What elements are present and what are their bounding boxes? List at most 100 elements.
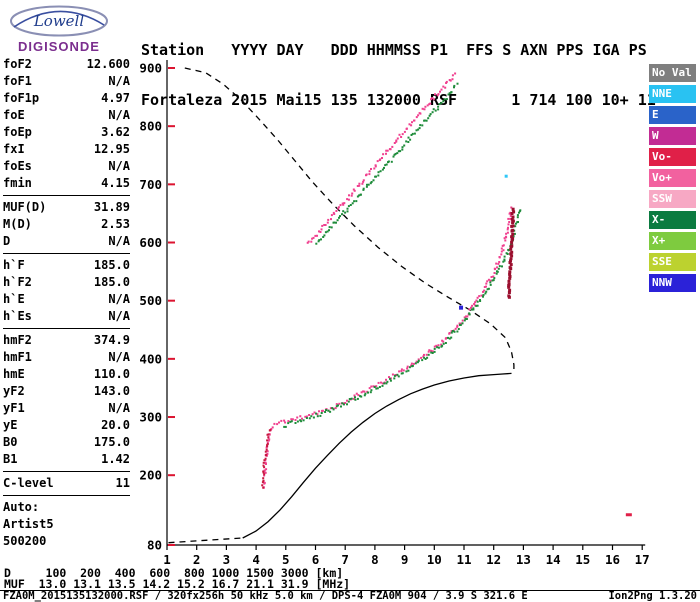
svg-text:7: 7 [341,552,349,567]
svg-text:12: 12 [486,552,501,567]
trace-second-hop-x-echo [315,82,459,245]
param-value: 3.62 [101,125,130,139]
param-label: foF1p [3,91,40,105]
param-label: foF1 [3,74,32,88]
svg-text:15: 15 [575,552,590,567]
trace-second-hop-o-echo [306,72,457,244]
svg-text:17: 17 [635,552,650,567]
legend-item-sse: SSE [649,253,696,271]
param-label: fmin [3,176,32,190]
param-row-b0: B0 175.0 [3,434,130,451]
svg-text:8: 8 [371,552,379,567]
muf-distance-table: D 100 200 400 600 800 1000 1500 3000 [km] MUF 13.0 1… [4,566,351,591]
param-label: yE [3,418,18,432]
svg-text:9: 9 [401,552,409,567]
svg-text:80: 80 [147,538,162,553]
logo-digisonde-text: DIGISONDE [18,39,100,54]
param-label: foE [3,108,25,122]
param-separator [3,495,130,496]
svg-text:10: 10 [427,552,442,567]
svg-text:800: 800 [139,119,162,134]
param-footer-500200: 500200 [3,534,47,548]
profile-true-height-profile [242,372,512,539]
logo-swoosh-icon [13,10,105,28]
param-value: 20.0 [101,418,130,432]
param-row-h-f: h`F 185.0 [3,257,130,274]
row-unit: [MHz] [315,577,351,591]
param-label: h`F [3,258,25,272]
stray-echo-points [459,174,632,517]
legend-item-nne: NNE [649,85,696,103]
row-value: 31.9 [280,577,309,591]
row-value: 3000 [280,566,309,580]
legend-item-vo: Vo- [649,148,696,166]
param-row-hmf2: hmF2 374.9 [3,332,130,349]
param-label: hmF1 [3,350,32,364]
param-value: 12.600 [86,57,130,71]
param-row-h-e: h`E N/A [3,291,130,308]
trace-leading-edge-cluster [261,429,272,489]
legend-item-ssw: SSW [649,190,696,208]
param-row-b1: B1 1.42 [3,451,130,468]
param-row-c-level: C-level 11 [3,475,130,492]
muf-row: MUF 13.0 13.1 13.5 14.2 15.2 16.7 21.1 31.9 [MHz] [4,577,351,591]
row-label: MUF [4,577,25,591]
profile-topside-extrapolation [184,67,515,374]
svg-text:5: 5 [282,552,290,567]
param-row-fmin: fmin 4.15 [3,175,130,192]
x-axis-ticks: 1 2 3 4 5 6 7 8 9 10 11 12 13 14 15 16 17 [163,545,650,567]
row-value: 100 [45,566,67,580]
row-value: 800 [183,566,205,580]
row-label: D [4,566,11,580]
legend-item-no-val: No Val [649,64,696,82]
row-unit: [km] [315,566,344,580]
param-row-fxi: fxI 12.95 [3,141,130,158]
param-value: 12.95 [93,142,130,156]
row-value: 600 [149,566,171,580]
row-value: 1000 [211,566,240,580]
param-value: 175.0 [93,435,130,449]
param-label: hmF2 [3,333,32,347]
row-value: 15.2 [177,577,205,591]
param-value: N/A [108,159,130,173]
legend-item-x+: X+ [649,232,696,250]
legend-item-w: W [649,127,696,145]
footer-divider [0,590,700,591]
param-row-yf2: yF2 143.0 [3,383,130,400]
param-label: fxI [3,142,25,156]
header-row-values: Fortaleza 2015 Mai15 135 132000 RSF 1 71… [141,90,656,109]
svg-text:3: 3 [223,552,231,567]
param-label: h`E [3,292,25,306]
row-value: 13.1 [73,577,101,591]
param-value: 374.9 [93,333,130,347]
param-value: N/A [108,401,130,415]
logo-graphic: Lowell [10,5,108,37]
param-label: D [3,234,11,248]
param-row-fof2: foF2 12.600 [3,56,130,73]
legend: No Val NNE E W Vo- Vo+ SSW X- X+ SSE NNW [649,64,696,295]
param-row-m-d: M(D) 2.53 [3,216,130,233]
param-footer-artist5: Artist5 [3,517,54,531]
param-value: 185.0 [93,258,130,272]
param-value: 1.42 [101,452,130,466]
lowell-digisonde-logo: Lowell DIGISONDE [8,4,110,54]
param-row-h-f2: h`F2 185.0 [3,274,130,291]
svg-text:200: 200 [139,468,162,483]
svg-text:2: 2 [193,552,201,567]
logo-ellipse-icon [10,5,108,37]
y-axis-ticks: 80 200 300 400 500 600 700 800 900 [139,61,175,553]
param-label: h`F2 [3,275,32,289]
row-value: 13.5 [107,577,136,591]
param-label: C-level [3,476,54,490]
param-value: 31.89 [93,200,130,214]
legend-item-vo+: Vo+ [649,169,696,187]
param-row-yf1: yF1 N/A [3,400,130,417]
param-value: N/A [108,234,130,248]
param-label: yF2 [3,384,25,398]
param-row-hmf1: hmF1 N/A [3,349,130,366]
svg-text:6: 6 [312,552,320,567]
svg-text:900: 900 [139,61,162,76]
param-row-ye: yE 20.0 [3,417,130,434]
row-value: 1500 [246,566,274,580]
param-row-foes: foEs N/A [3,158,130,175]
